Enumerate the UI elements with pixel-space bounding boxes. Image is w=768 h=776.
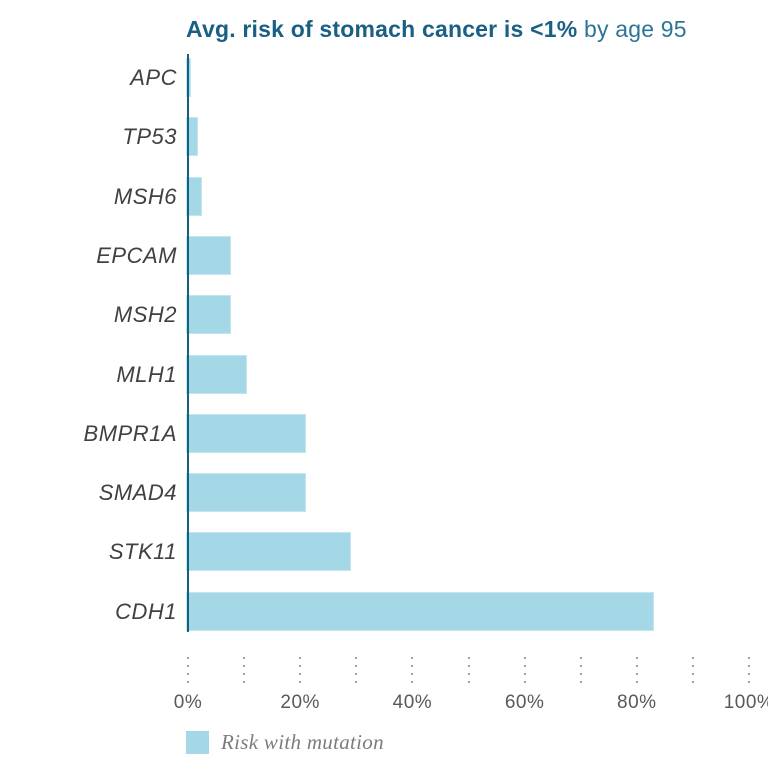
x-tick-mark-50 [467, 657, 470, 686]
x-tick-label-80: 80% [617, 692, 657, 713]
gene-label-bmpr1a: BMPR1A [83, 420, 177, 446]
risk-bar-msh2 [186, 295, 232, 335]
risk-bar-msh6 [186, 176, 203, 216]
risk-bar-tp53 [186, 117, 198, 157]
x-tick-label-40: 40% [392, 692, 433, 713]
x-tick-label-60: 60% [504, 692, 545, 713]
gene-label-msh6: MSH6 [113, 183, 177, 209]
x-tick-mark-60 [523, 657, 526, 686]
x-tick-mark-90 [691, 657, 694, 686]
chart-title-suffix: by age 95 [577, 16, 687, 42]
risk-bar-epcam [186, 235, 231, 275]
chart-legend: Risk with mutation [186, 730, 384, 755]
x-tick-label-100: 100% [723, 692, 768, 713]
x-tick-label-0: 0% [173, 692, 203, 713]
gene-label-stk11: STK11 [108, 539, 177, 565]
risk-bar-stk11 [186, 532, 351, 572]
gene-label-msh2: MSH2 [113, 302, 177, 328]
x-tick-mark-0 [187, 657, 189, 686]
x-tick-mark-30 [355, 657, 358, 686]
gene-label-cdh1: CDH1 [115, 598, 177, 624]
gene-label-smad4: SMAD4 [98, 480, 177, 506]
risk-bar-bmpr1a [186, 413, 306, 453]
gene-label-apc: APC [130, 65, 177, 90]
risk-bar-mlh1 [186, 354, 247, 394]
x-tick-mark-20 [299, 657, 302, 686]
chart-title-emphasis: Avg. risk of stomach cancer is <1% [186, 16, 578, 42]
gene-label-epcam: EPCAM [96, 242, 177, 268]
legend-swatch [186, 731, 209, 754]
gene-label-tp53: TP53 [122, 124, 177, 150]
chart-title: Avg. risk of stomach cancer is <1% by ag… [186, 16, 687, 43]
x-tick-mark-70 [579, 657, 582, 686]
x-tick-mark-80 [635, 657, 638, 686]
x-tick-mark-100 [748, 657, 750, 686]
x-tick-mark-10 [243, 657, 246, 686]
legend-label: Risk with mutation [221, 730, 384, 754]
risk-bar-smad4 [186, 473, 306, 513]
y-axis-line [187, 54, 189, 632]
risk-bar-cdh1 [186, 591, 654, 631]
x-tick-label-20: 20% [280, 692, 320, 713]
gene-label-mlh1: MLH1 [116, 361, 177, 387]
x-tick-mark-40 [411, 657, 414, 686]
